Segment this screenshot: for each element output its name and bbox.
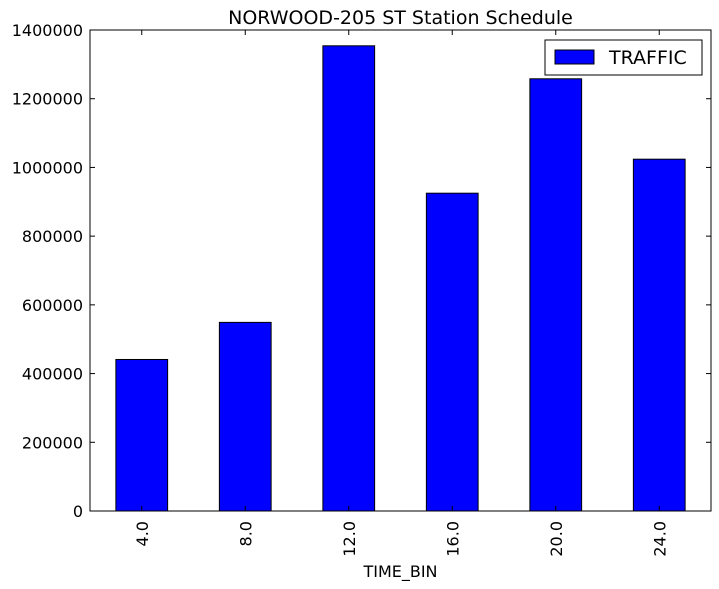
ticks-group: 4.0 8.0 12.0 16.0 20.0 24.0 0 200000 400000 60000… — [12, 21, 711, 557]
bar-8.0 — [218, 321, 272, 512]
bar-4.0 — [115, 358, 169, 512]
x-tick-label: 20.0 — [547, 521, 566, 557]
bar-12.0 — [322, 45, 376, 512]
x-tick-label: 16.0 — [443, 521, 462, 557]
y-tick-label: 1400000 — [12, 21, 83, 40]
y-tick-label: 800000 — [22, 227, 83, 246]
bar-20.0 — [529, 78, 583, 512]
legend-swatch — [554, 49, 595, 65]
y-tick-label: 0 — [73, 502, 83, 521]
bar-24.0 — [632, 158, 686, 512]
x-axis-title: TIME_BIN — [362, 562, 437, 582]
chart-title: NORWOOD-205 ST Station Schedule — [228, 7, 573, 29]
plot-frame — [89, 29, 712, 512]
bar-16.0 — [425, 192, 479, 512]
x-tick-label: 8.0 — [236, 521, 255, 546]
x-tick-label: 24.0 — [650, 521, 669, 557]
y-tick-label: 1000000 — [12, 158, 83, 177]
legend-label: TRAFFIC — [608, 47, 687, 69]
y-tick-label: 400000 — [22, 365, 83, 384]
legend: TRAFFIC — [544, 39, 703, 76]
y-tick-label: 200000 — [22, 433, 83, 452]
y-tick-label: 1200000 — [12, 90, 83, 109]
bars-group — [115, 45, 686, 512]
x-tick-label: 12.0 — [340, 521, 359, 557]
x-tick-label: 4.0 — [133, 521, 152, 546]
y-tick-label: 600000 — [22, 296, 83, 315]
